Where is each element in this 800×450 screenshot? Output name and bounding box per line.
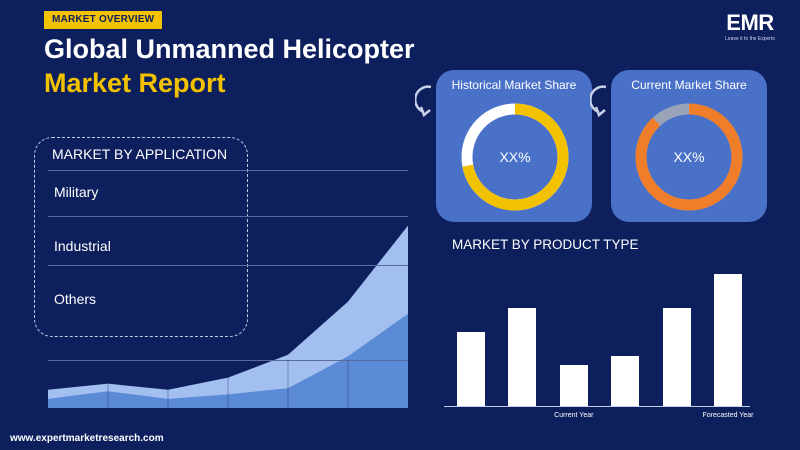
product-bar [457,331,485,406]
application-item-others: Others [54,291,97,307]
divider [48,216,408,217]
current-donut [635,103,743,211]
page-title-line1: Global Unmanned Helicopter [44,34,415,64]
refresh-arrow-icon [415,85,432,118]
bar-category-label: Current Year [554,412,594,419]
historical-share-value: XX% [499,149,531,165]
footer-url: www.expertmarketresearch.com [10,433,164,444]
page-title-line2: Market Report [44,68,226,98]
bar-chart-baseline [444,406,750,407]
emr-logo: EMR Leave it to the Experts [716,8,800,48]
logo-text: EMR [726,10,774,35]
market-overview-badge: MARKET OVERVIEW [44,11,163,29]
product-bar [508,307,537,406]
area-series-0 [48,225,408,408]
historical-share-title: Historical Market Share [451,78,577,92]
product-type-heading: MARKET BY PRODUCT TYPE [452,237,639,252]
application-heading: MARKET BY APPLICATION [52,146,228,162]
application-panel [34,137,248,337]
historical-donut-arc [461,103,569,211]
historical-donut [461,103,569,211]
logo-tagline: Leave it to the Experts [725,36,775,42]
divider [48,360,408,361]
application-item-industrial: Industrial [54,238,111,254]
product-bar [559,365,588,406]
current-share-value: XX% [673,149,705,165]
current-donut-arc [635,103,743,211]
product-bar [662,307,691,406]
bar-category-label: Forecasted Year [702,412,754,419]
application-item-military: Military [54,184,99,200]
area-series-1 [48,313,408,408]
current-share-title: Current Market Share [631,78,747,92]
divider [48,170,408,171]
product-bar [714,274,742,406]
product-bar [611,355,640,406]
refresh-arrow-icon [590,85,607,118]
divider [48,265,408,266]
